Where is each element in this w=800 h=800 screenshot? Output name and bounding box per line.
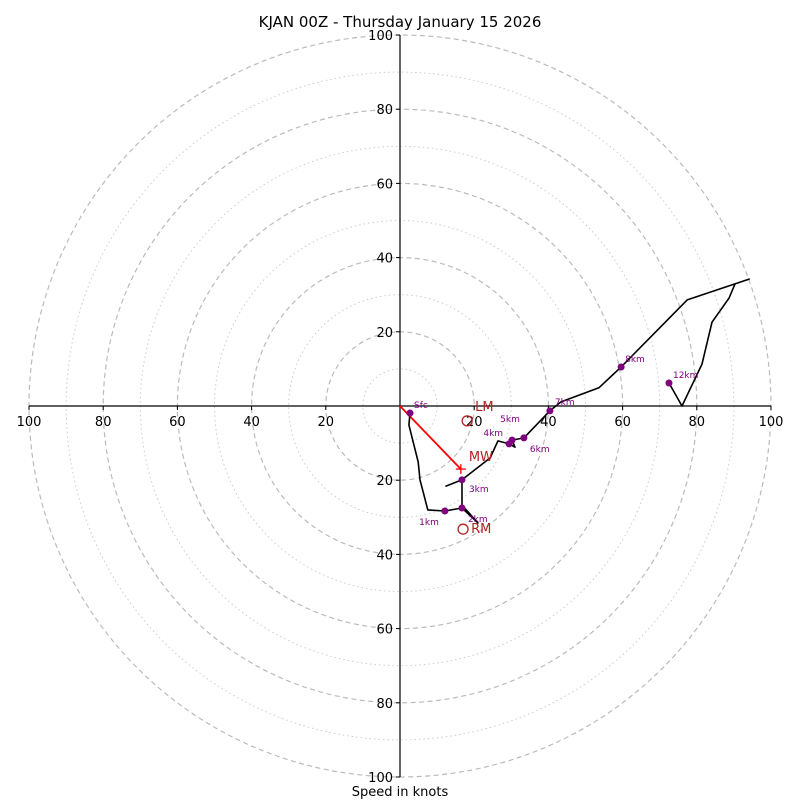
y-tick-label: 80: [376, 103, 393, 118]
x-tick-label: 40: [243, 415, 260, 430]
storm-motion-circle: [461, 415, 473, 427]
storm-motion-label: LM: [475, 400, 493, 415]
x-tick-label: 100: [759, 415, 784, 430]
height-marker-label: 1km: [419, 518, 439, 528]
height-marker-dot: [458, 504, 466, 512]
height-marker-dot: [508, 436, 516, 444]
x-tick-label: 100: [17, 415, 42, 430]
y-tick-label: 60: [376, 177, 393, 192]
y-tick-label: 80: [376, 697, 393, 712]
y-tick-label: 60: [376, 623, 393, 638]
storm-motion-markers: LM MW RM: [455, 400, 494, 537]
storm-motion-label: MW: [469, 450, 493, 465]
chart-title: KJAN 00Z - Thursday January 15 2026: [259, 13, 542, 31]
y-tick-label: 20: [376, 474, 393, 489]
storm-motion-label: RM: [471, 522, 491, 537]
tick-labels: 100 80 60 40 20 20 40 60 80 100 100 80 60 40 20 20 40 60 8…: [17, 29, 784, 786]
height-marker-dot: [520, 434, 528, 442]
height-marker-dot: [546, 407, 554, 415]
x-axis-label: Speed in knots: [352, 785, 449, 800]
height-marker-dot: [617, 363, 625, 371]
height-marker-label: 3km: [469, 485, 489, 495]
height-marker-label: Sfc: [414, 401, 428, 411]
height-marker-label: 2km: [468, 515, 488, 525]
height-marker-label: 12km: [673, 371, 698, 381]
height-marker-dot: [458, 476, 466, 484]
height-marker-label: 8km: [625, 355, 645, 365]
height-marker-dot: [406, 409, 414, 417]
y-tick-label: 40: [376, 252, 393, 267]
x-tick-label: 40: [540, 415, 557, 430]
height-marker-label: 5km: [500, 415, 520, 425]
height-marker-label: 6km: [530, 445, 550, 455]
x-tick-label: 80: [95, 415, 112, 430]
storm-motion-circle: [457, 523, 469, 535]
y-tick-label: 20: [376, 326, 393, 341]
x-tick-label: 60: [614, 415, 631, 430]
y-tick-label: 100: [368, 29, 393, 44]
x-tick-label: 20: [466, 415, 483, 430]
height-markers: Sfc 1km 2km 3km 4km 5km 6km 7km 8km 12km: [406, 355, 698, 528]
wind-profile-line: [408, 278, 750, 524]
height-marker-dot: [441, 507, 449, 515]
x-tick-label: 80: [689, 415, 706, 430]
y-tick-label: 40: [376, 548, 393, 563]
x-tick-label: 60: [169, 415, 186, 430]
x-tick-label: 20: [318, 415, 335, 430]
height-marker-label: 4km: [483, 429, 503, 439]
height-marker-dot: [665, 379, 673, 387]
y-tick-label: 100: [368, 771, 393, 786]
height-marker-label: 7km: [555, 398, 575, 408]
